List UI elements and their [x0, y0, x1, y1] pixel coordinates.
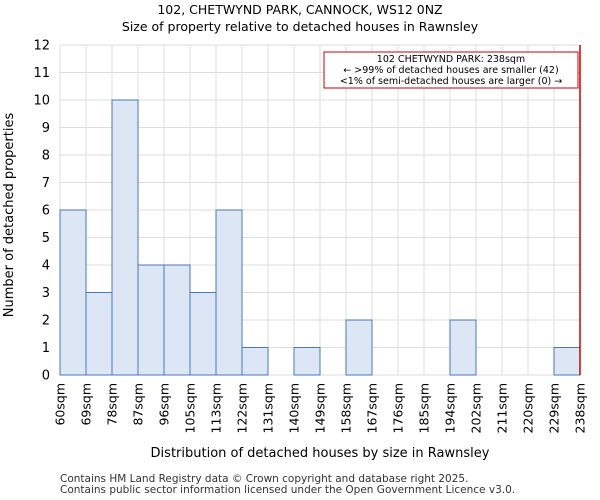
annotation-line: 102 CHETWYND PARK: 238sqm	[377, 54, 525, 65]
annotation-line: <1% of semi-detached houses are larger (…	[340, 76, 562, 87]
footer-licence: Contains public sector information licen…	[60, 484, 516, 496]
y-tick-label: 12	[33, 39, 50, 54]
x-axis-label: Distribution of detached houses by size …	[151, 446, 490, 461]
bar	[553, 347, 581, 376]
bar	[215, 209, 243, 376]
y-tick-label: 0	[42, 369, 50, 384]
x-tick-label: 60sqm	[53, 383, 68, 426]
y-tick-label: 9	[42, 121, 50, 136]
chart-subtitle: Size of property relative to detached ho…	[121, 19, 479, 34]
bar	[241, 347, 269, 376]
x-tick-label: 220sqm	[521, 383, 536, 433]
chart-title: 102, CHETWYND PARK, CANNOCK, WS12 0NZ	[157, 2, 443, 17]
x-tick-label: 238sqm	[573, 383, 588, 433]
y-axis-label: Number of detached properties	[2, 113, 17, 318]
x-tick-label: 131sqm	[261, 383, 276, 433]
x-tick-label: 96sqm	[157, 383, 172, 426]
y-tick-label: 8	[42, 149, 50, 164]
bars	[59, 99, 581, 376]
x-tick-label: 229sqm	[547, 383, 562, 433]
y-tick-label: 7	[42, 176, 50, 191]
footer-copyright: Contains HM Land Registry data © Crown c…	[60, 473, 469, 485]
y-tick-label: 5	[42, 231, 50, 246]
annotation-line: ← >99% of detached houses are smaller (4…	[343, 65, 558, 76]
x-tick-label: 149sqm	[313, 383, 328, 433]
bar	[111, 99, 139, 376]
y-tick-label: 2	[42, 314, 50, 329]
x-tick-label: 105sqm	[183, 383, 198, 433]
bar	[137, 264, 165, 376]
bar	[293, 347, 321, 376]
y-tick-label: 11	[33, 66, 50, 81]
x-tick-label: 78sqm	[105, 383, 120, 426]
x-tick-label: 122sqm	[235, 383, 250, 433]
bar	[449, 319, 477, 376]
x-tick-label: 158sqm	[339, 383, 354, 433]
bar	[189, 292, 217, 376]
x-tick-label: 87sqm	[131, 383, 146, 426]
x-tick-label: 194sqm	[443, 383, 458, 433]
x-axis-ticks: 60sqm 69sqm 78sqm 87sqm 96sqm 105sqm 113sqm 122…	[53, 383, 588, 433]
bar	[59, 209, 87, 376]
y-tick-label: 3	[42, 286, 50, 301]
x-tick-label: 113sqm	[209, 383, 224, 433]
annotation-frame	[323, 51, 579, 89]
y-tick-label: 6	[42, 204, 50, 219]
x-tick-label: 140sqm	[287, 383, 302, 433]
bar	[163, 264, 191, 376]
x-tick-label: 202sqm	[469, 383, 484, 433]
bar	[345, 319, 373, 376]
y-tick-label: 1	[42, 341, 50, 356]
x-tick-label: 211sqm	[495, 383, 510, 433]
x-tick-label: 167sqm	[365, 383, 380, 433]
x-tick-label: 176sqm	[391, 383, 406, 433]
y-tick-label: 10	[33, 94, 50, 109]
annotation-box: 102 CHETWYND PARK: 238sqm← >99% of detac…	[323, 51, 579, 89]
x-tick-label: 185sqm	[417, 383, 432, 433]
x-tick-label: 69sqm	[79, 383, 94, 426]
bar	[85, 292, 113, 376]
y-tick-label: 4	[42, 259, 50, 274]
